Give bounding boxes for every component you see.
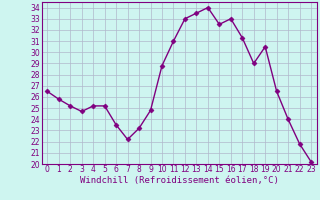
- X-axis label: Windchill (Refroidissement éolien,°C): Windchill (Refroidissement éolien,°C): [80, 176, 279, 185]
